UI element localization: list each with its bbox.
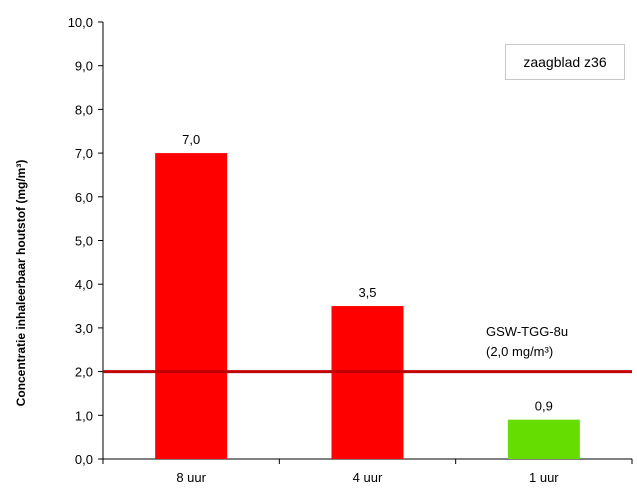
y-tick-label: 8,0 — [75, 102, 93, 117]
y-axis-label: Concentratie inhaleerbaar houtstof (mg/m… — [14, 160, 28, 407]
reference-line-label: GSW-TGG-8u (2,0 mg/m³) — [486, 322, 568, 362]
bar-value-label: 3,5 — [358, 285, 376, 300]
y-tick-label: 9,0 — [75, 59, 93, 74]
reference-line-label-name: GSW-TGG-8u — [486, 324, 569, 339]
y-tick-label: 5,0 — [75, 234, 93, 249]
legend: zaagblad z36 — [505, 44, 625, 80]
y-tick-label: 1,0 — [75, 408, 93, 423]
legend-label: zaagblad z36 — [523, 54, 607, 70]
y-axis: 0,0 1,0 2,0 3,0 4,0 5,0 6,0 7,0 8,0 9,0 10,0 — [68, 15, 104, 467]
bar — [507, 419, 580, 459]
x-axis — [102, 458, 633, 464]
y-tick-label: 7,0 — [75, 146, 93, 161]
reference-line-label-value: (2,0 mg/m³) — [486, 344, 554, 359]
y-tick-label: 0,0 — [75, 452, 93, 467]
bar — [155, 153, 228, 459]
bar — [331, 306, 404, 459]
bar-value-label: 0,9 — [535, 399, 553, 414]
y-tick-label: 4,0 — [75, 277, 93, 292]
x-category-label: 8 uur — [176, 470, 206, 485]
x-category-label: 1 uur — [529, 470, 559, 485]
x-category-label: 4 uur — [353, 470, 383, 485]
bars: 7,0 8 uur 3,5 4 uur 0,9 1 uur — [155, 132, 580, 485]
y-tick-label: 3,0 — [75, 321, 93, 336]
y-tick-label: 10,0 — [68, 15, 93, 30]
bar-value-label: 7,0 — [182, 132, 200, 147]
y-tick-label: 2,0 — [75, 365, 93, 380]
y-tick-label: 6,0 — [75, 190, 93, 205]
